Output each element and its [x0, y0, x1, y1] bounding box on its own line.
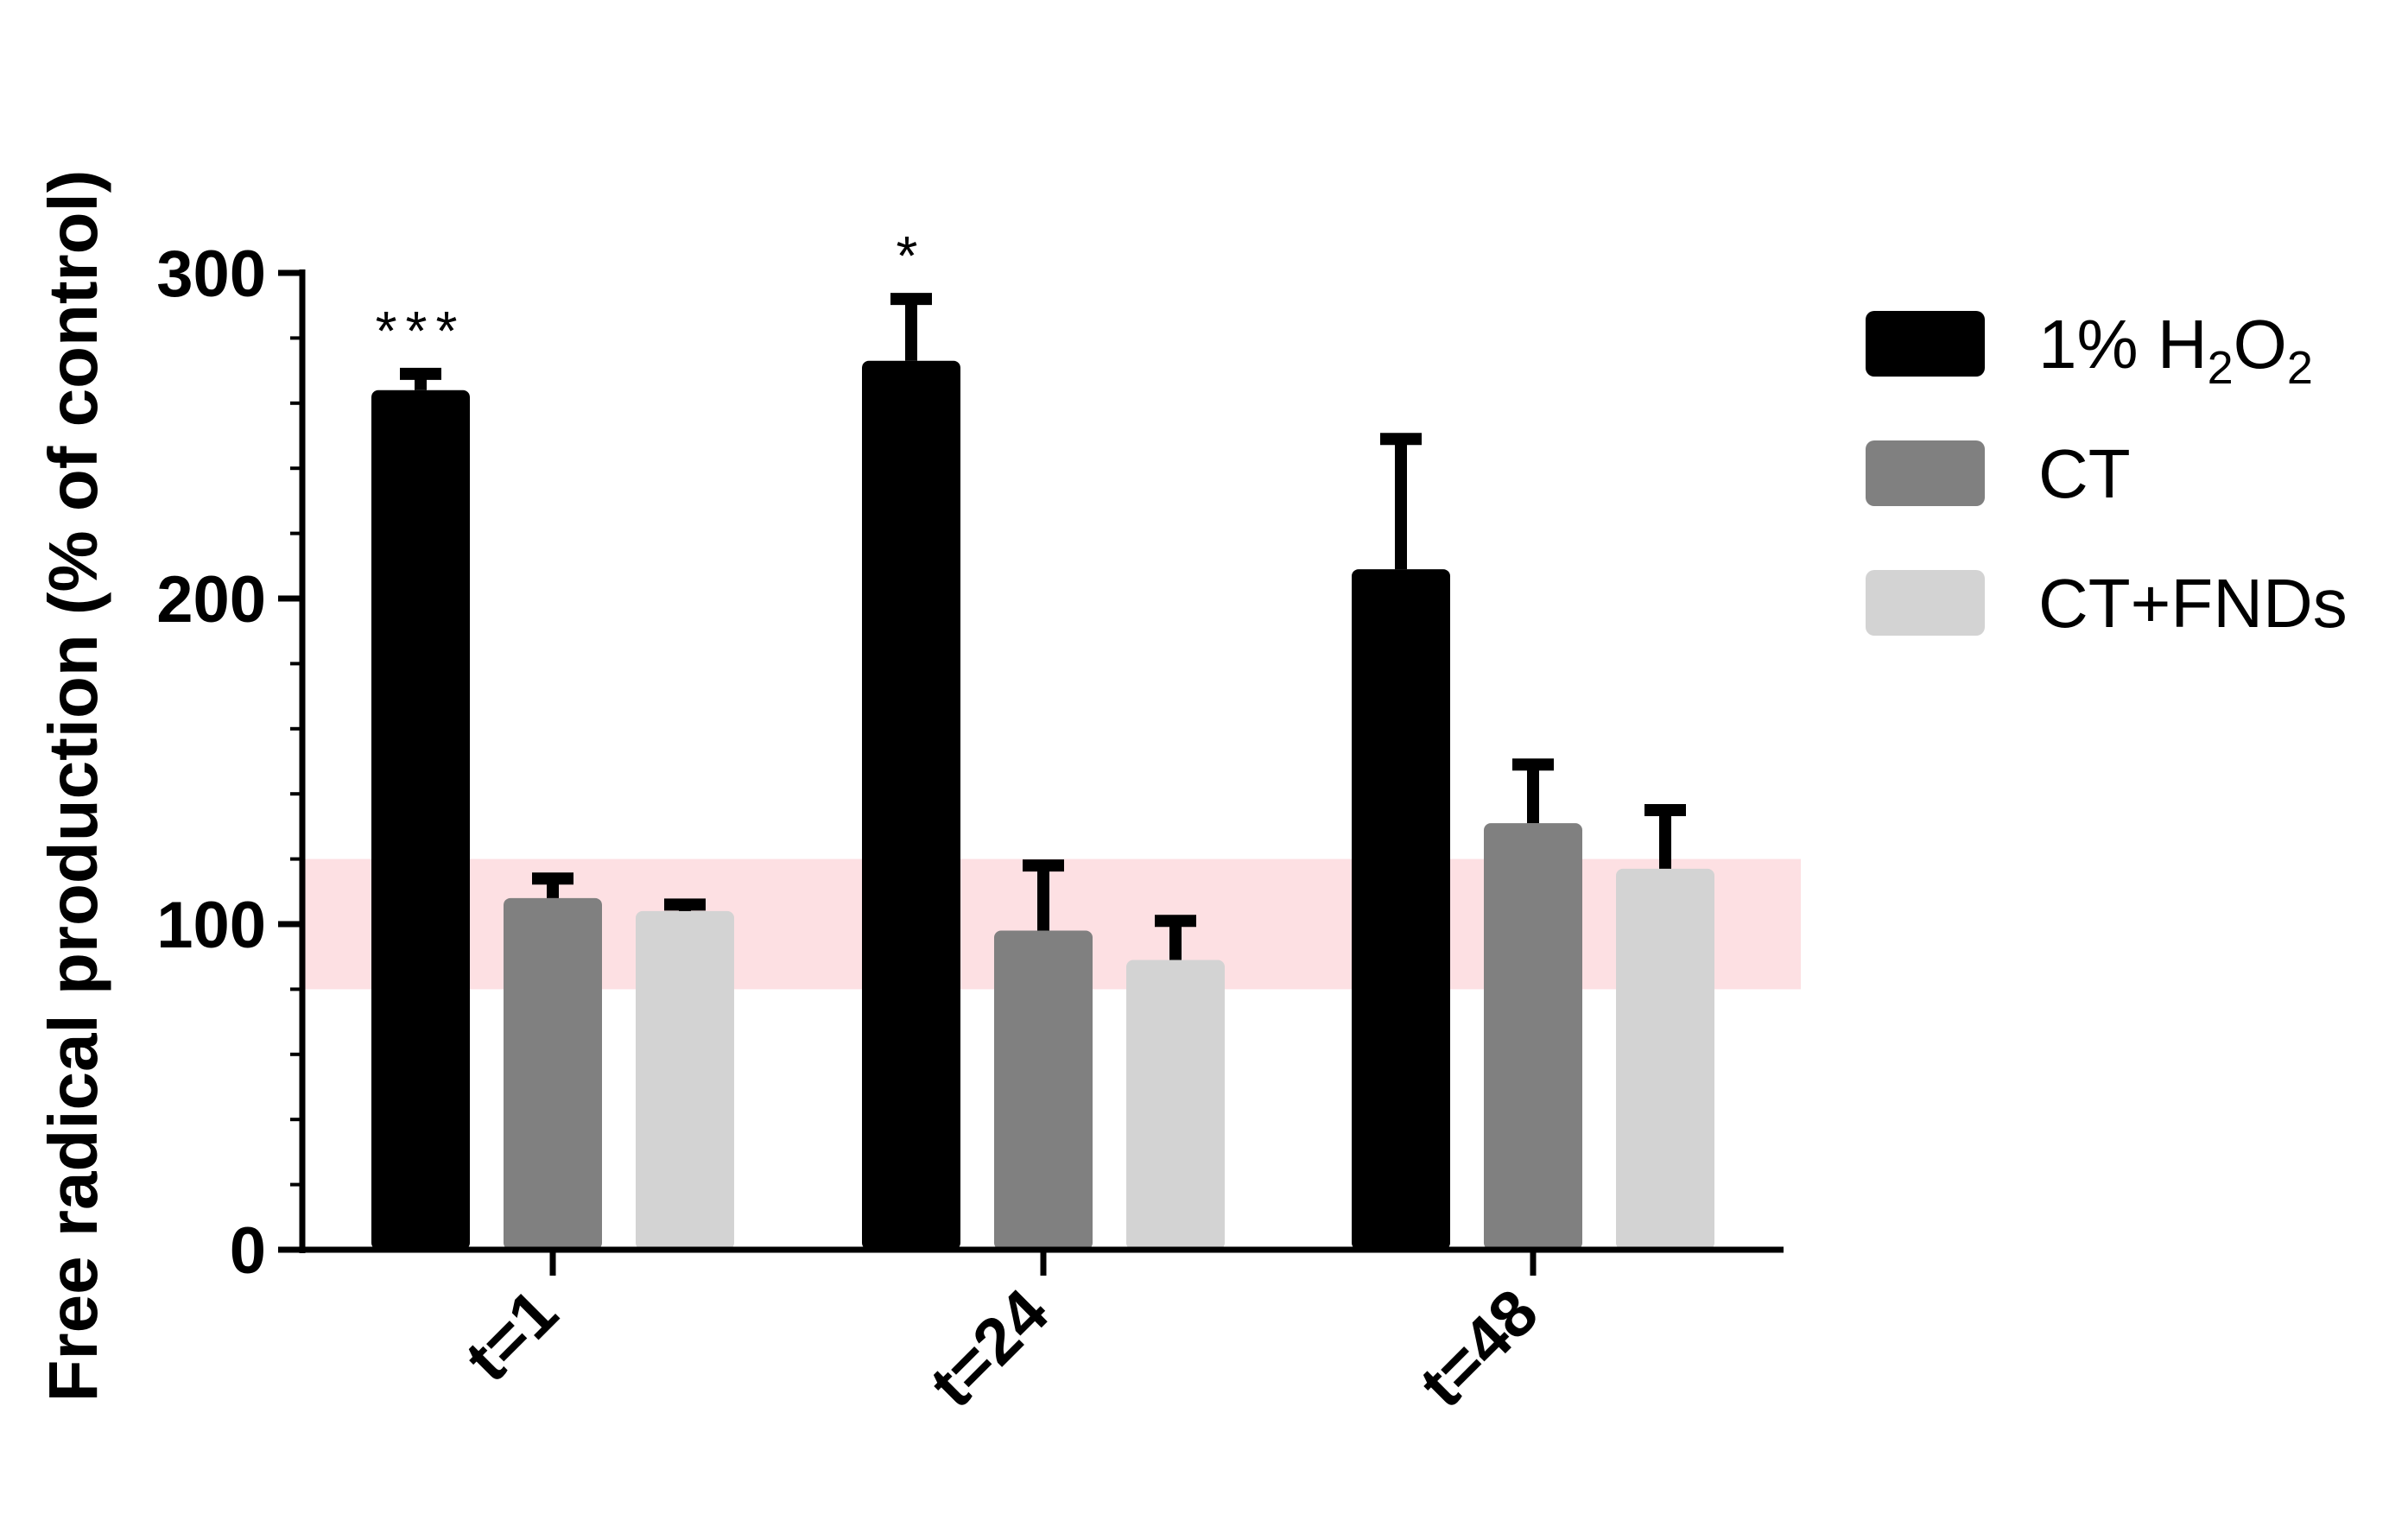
axes-layer — [278, 269, 1784, 1276]
legend: 1% H2O2 CT CT+FNDs — [1866, 306, 2348, 642]
legend-swatch — [1866, 570, 1985, 636]
legend-label: CT+FNDs — [2038, 565, 2348, 642]
bar-ct-fnds-t24 — [1126, 960, 1225, 1250]
x-tick-label: t=24 — [916, 1276, 1062, 1422]
legend-swatch — [1866, 440, 1985, 506]
bar-ct-fnds-t1 — [636, 910, 734, 1250]
y-axis-title: Free radical production (% of control) — [35, 170, 111, 1403]
legend-label: 1% H2O2 — [2038, 306, 2313, 394]
y-tick-label: 300 — [156, 238, 266, 311]
bar-1-h2o2-t48 — [1352, 569, 1450, 1250]
x-tick-label: t=48 — [1406, 1276, 1552, 1422]
legend-swatch — [1866, 311, 1985, 377]
significance-annotation: * — [897, 225, 927, 287]
bar-ct-fnds-t48 — [1616, 868, 1714, 1250]
y-tick-label: 100 — [156, 889, 266, 962]
significance-annotation: *** — [376, 300, 466, 362]
bar-ct-t48 — [1484, 823, 1582, 1250]
bar-1-h2o2-t1 — [371, 390, 470, 1251]
bar-ct-t24 — [994, 930, 1093, 1250]
legend-label: CT — [2038, 435, 2131, 512]
y-tick-label: 200 — [156, 563, 266, 637]
bars-layer — [371, 293, 1714, 1251]
bar-1-h2o2-t24 — [862, 360, 960, 1250]
bar-ct-t1 — [504, 897, 602, 1250]
y-tick-label: 0 — [230, 1214, 266, 1288]
x-tick-label: t=1 — [452, 1276, 572, 1396]
